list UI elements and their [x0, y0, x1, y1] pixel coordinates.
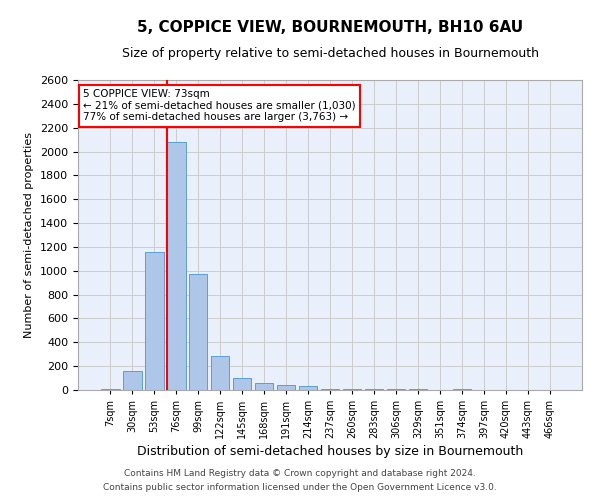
Bar: [320, 389, 340, 390]
Bar: [211, 356, 229, 390]
Bar: [233, 378, 251, 390]
Text: 5 COPPICE VIEW: 73sqm
← 21% of semi-detached houses are smaller (1,030)
77% of s: 5 COPPICE VIEW: 73sqm ← 21% of semi-deta…: [83, 90, 356, 122]
Bar: [299, 386, 317, 390]
Bar: [255, 384, 274, 390]
Text: Contains public sector information licensed under the Open Government Licence v3: Contains public sector information licen…: [103, 484, 497, 492]
X-axis label: Distribution of semi-detached houses by size in Bournemouth: Distribution of semi-detached houses by …: [137, 446, 523, 458]
Bar: [123, 371, 142, 390]
Bar: [167, 142, 185, 390]
Bar: [189, 274, 208, 390]
Text: 5, COPPICE VIEW, BOURNEMOUTH, BH10 6AU: 5, COPPICE VIEW, BOURNEMOUTH, BH10 6AU: [137, 20, 523, 35]
Bar: [277, 384, 295, 390]
Text: Contains HM Land Registry data © Crown copyright and database right 2024.: Contains HM Land Registry data © Crown c…: [124, 468, 476, 477]
Y-axis label: Number of semi-detached properties: Number of semi-detached properties: [25, 132, 34, 338]
Bar: [145, 252, 164, 390]
Text: Size of property relative to semi-detached houses in Bournemouth: Size of property relative to semi-detach…: [121, 48, 539, 60]
Bar: [101, 389, 119, 390]
